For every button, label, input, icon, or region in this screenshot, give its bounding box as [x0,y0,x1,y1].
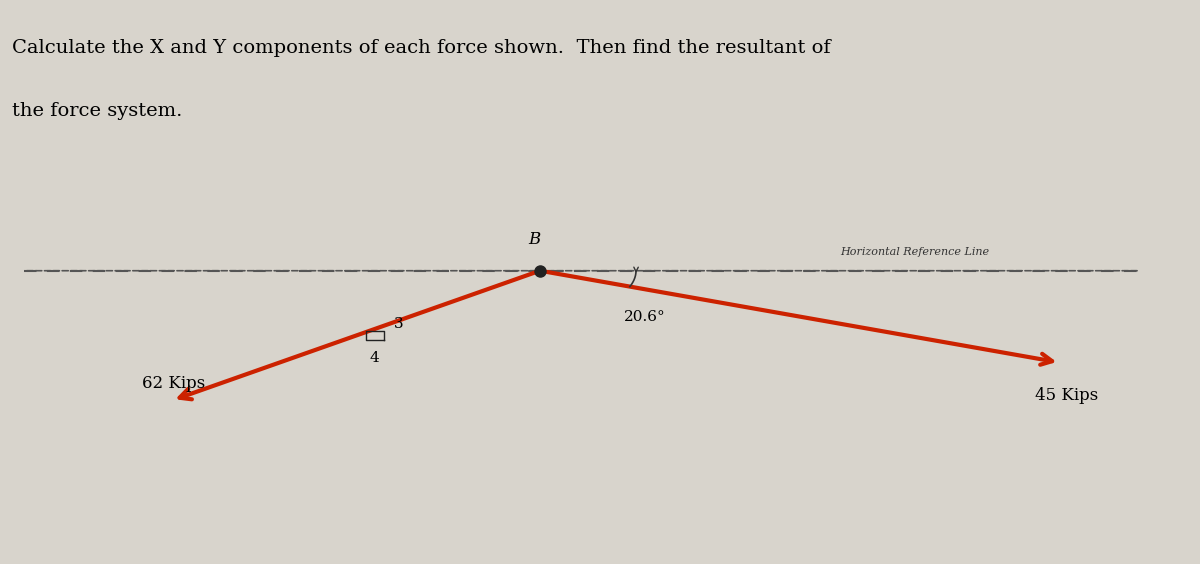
Text: 45 Kips: 45 Kips [1036,387,1099,404]
Text: 4: 4 [370,351,379,364]
Text: 3: 3 [394,317,403,331]
Text: 20.6°: 20.6° [624,310,666,324]
Text: 62 Kips: 62 Kips [142,374,205,391]
Text: the force system.: the force system. [12,102,182,120]
Text: B: B [528,231,540,248]
Text: Calculate the X and Y components of each force shown.  Then find the resultant o: Calculate the X and Y components of each… [12,39,830,58]
Text: Horizontal Reference Line: Horizontal Reference Line [840,246,989,257]
